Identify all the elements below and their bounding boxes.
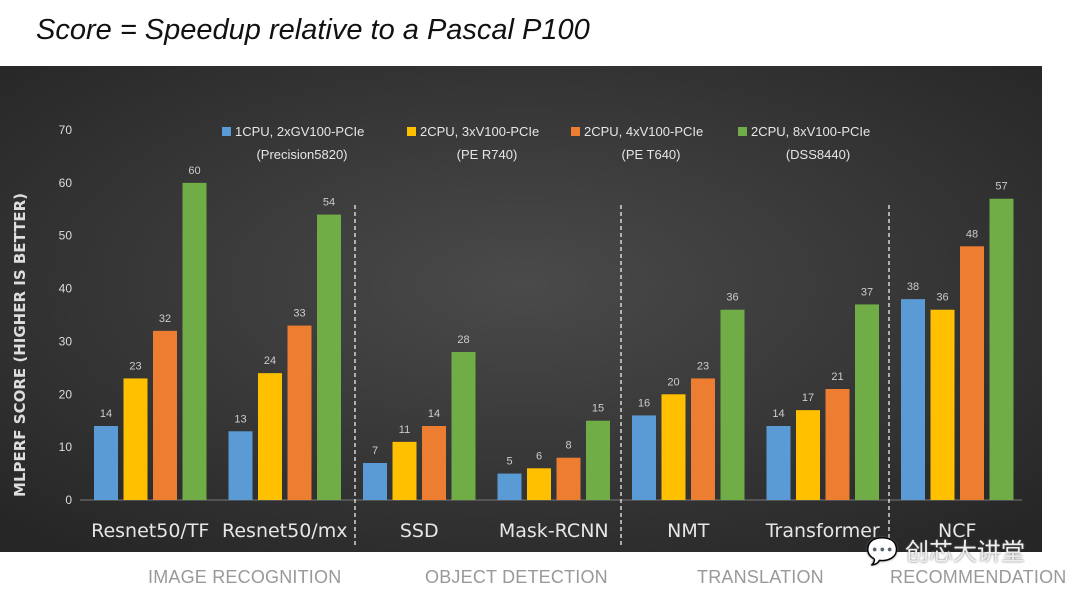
- y-tick-label: 20: [59, 387, 73, 401]
- data-label: 32: [159, 313, 171, 325]
- data-label: 36: [936, 292, 948, 304]
- section-label: OBJECT DETECTION: [425, 567, 608, 587]
- section-label: IMAGE RECOGNITION: [148, 567, 342, 587]
- data-label: 11: [399, 424, 410, 436]
- legend-sublabel: (PE R740): [457, 147, 518, 162]
- bar: [363, 463, 387, 500]
- bar: [766, 426, 791, 500]
- data-label: 16: [638, 397, 650, 409]
- bar: [825, 389, 850, 500]
- bar: [960, 246, 984, 500]
- bar: [153, 330, 177, 500]
- data-label: 23: [697, 360, 709, 372]
- bar: [632, 415, 656, 500]
- bar: [586, 420, 610, 500]
- y-tick-label: 0: [65, 493, 72, 507]
- legend-label: 2CPU, 4xV100-PCIe: [584, 124, 703, 139]
- page-title: Score = Speedup relative to a Pascal P10…: [36, 14, 590, 46]
- category-label: SSD: [400, 520, 439, 542]
- bar: [720, 309, 745, 500]
- bar: [855, 304, 879, 500]
- legend-sublabel: (PE T640): [621, 147, 680, 162]
- bar: [258, 373, 282, 500]
- data-label: 14: [428, 408, 440, 420]
- data-label: 15: [592, 403, 604, 415]
- legend-swatch: [738, 127, 747, 136]
- data-label: 33: [293, 308, 305, 320]
- data-label: 6: [536, 450, 542, 462]
- data-label: 21: [831, 371, 843, 383]
- data-label: 28: [457, 334, 469, 346]
- data-label: 7: [372, 445, 378, 457]
- legend-sublabel: (DSS8440): [786, 147, 850, 162]
- category-label: Resnet50/mx: [222, 520, 347, 542]
- section-label: RECOMMENDATION: [890, 567, 1067, 587]
- bar: [556, 457, 581, 500]
- legend-swatch: [571, 127, 580, 136]
- y-tick-label: 60: [59, 176, 73, 190]
- category-label: Mask-RCNN: [499, 520, 609, 542]
- bar: [527, 468, 551, 500]
- data-label: 14: [100, 408, 112, 420]
- watermark-text: 创芯大讲堂: [905, 539, 1026, 566]
- category-label: NCF: [938, 520, 976, 542]
- category-label: NMT: [667, 520, 710, 542]
- bar: [123, 378, 148, 500]
- data-label: 37: [861, 286, 873, 298]
- y-tick-label: 50: [59, 229, 73, 243]
- bar: [930, 309, 955, 500]
- bar: [287, 325, 312, 500]
- bar: [182, 182, 207, 500]
- bar: [901, 299, 925, 500]
- data-label: 48: [966, 228, 978, 240]
- data-label: 13: [234, 413, 246, 425]
- bar: [691, 378, 715, 500]
- bar: [317, 214, 341, 501]
- legend-sublabel: (Precision5820): [256, 147, 347, 162]
- bar: [989, 198, 1014, 500]
- bar: [497, 473, 522, 500]
- data-label: 23: [129, 360, 141, 372]
- data-label: 57: [995, 181, 1007, 193]
- data-label: 24: [264, 355, 276, 367]
- y-tick-label: 40: [59, 282, 73, 296]
- bar: [422, 426, 446, 500]
- watermark: 💬 创芯大讲堂: [866, 536, 1026, 566]
- legend-label: 2CPU, 3xV100-PCIe: [420, 124, 539, 139]
- section-label: TRANSLATION: [697, 567, 824, 587]
- category-label: Resnet50/TF: [91, 520, 209, 542]
- data-label: 14: [772, 408, 784, 420]
- y-axis-label: MLPERF SCORE (HIGHER IS BETTER): [11, 193, 29, 497]
- data-label: 54: [323, 197, 335, 209]
- data-label: 8: [565, 440, 571, 452]
- legend-label: 1CPU, 2xGV100-PCIe: [235, 124, 364, 139]
- data-label: 38: [907, 281, 919, 293]
- bar: [392, 441, 417, 500]
- data-label: 5: [506, 456, 512, 468]
- legend-swatch: [222, 127, 231, 136]
- legend-label: 2CPU, 8xV100-PCIe: [751, 124, 870, 139]
- y-tick-label: 10: [59, 440, 73, 454]
- data-label: 20: [667, 376, 679, 388]
- bar: [661, 394, 686, 500]
- data-label: 17: [802, 392, 814, 404]
- data-label: 36: [726, 292, 738, 304]
- bar: [228, 431, 253, 500]
- legend-swatch: [407, 127, 416, 136]
- y-tick-label: 30: [59, 334, 73, 348]
- y-tick-label: 70: [59, 123, 73, 137]
- bar: [451, 352, 476, 500]
- bar: [796, 410, 820, 500]
- data-label: 60: [188, 165, 200, 177]
- category-label: Transformer: [765, 520, 880, 542]
- bar: [94, 426, 118, 500]
